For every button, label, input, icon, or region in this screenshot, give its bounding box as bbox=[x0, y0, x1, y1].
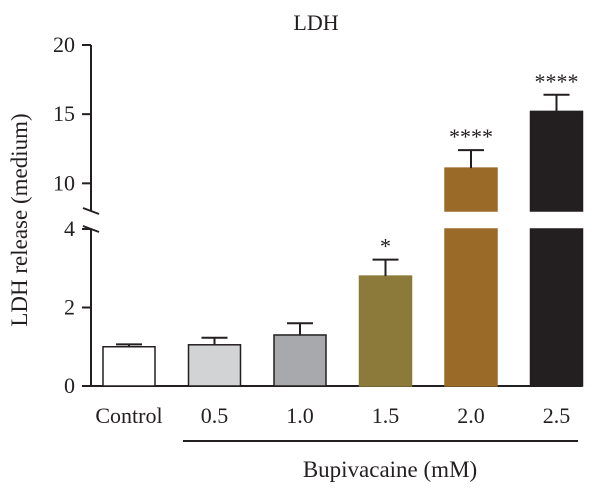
x-tick-label: Control bbox=[95, 403, 162, 428]
y-tick-label: 10 bbox=[53, 170, 75, 195]
significance-marker: * bbox=[380, 234, 391, 259]
y-tick-label: 0 bbox=[64, 373, 75, 398]
bupivacaine-group-label: Bupivacaine (mM) bbox=[303, 457, 477, 482]
bar-upper-segment bbox=[444, 167, 498, 212]
significance-marker: **** bbox=[535, 69, 579, 94]
y-tick-label: 20 bbox=[53, 32, 75, 57]
y-axis bbox=[82, 45, 100, 386]
x-tick-label: 2.5 bbox=[543, 403, 571, 428]
bar-lower-segment bbox=[529, 228, 584, 387]
bar-upper-segment bbox=[529, 110, 584, 212]
x-tick-label: 2.0 bbox=[457, 403, 485, 428]
bar bbox=[187, 344, 242, 387]
x-tick-label: 1.5 bbox=[372, 403, 400, 428]
x-tick-labels: Control 0.5 1.0 1.5 2.0 2.5 bbox=[95, 403, 570, 428]
bar bbox=[358, 275, 413, 387]
y-tick-label: 15 bbox=[53, 101, 75, 126]
bar bbox=[273, 334, 327, 387]
y-tick-label: 4 bbox=[64, 216, 75, 241]
significance-marker: **** bbox=[449, 124, 493, 149]
y-tick-label: 2 bbox=[64, 295, 75, 320]
bar-lower-segment bbox=[444, 228, 498, 387]
y-axis-label: LDH release (medium) bbox=[7, 113, 32, 326]
x-tick-label: 1.0 bbox=[286, 403, 314, 428]
bar bbox=[102, 346, 156, 387]
y-ticks: 0 2 4 10 15 20 bbox=[53, 32, 91, 398]
bars: ********* bbox=[102, 69, 584, 387]
x-tick-label: 0.5 bbox=[201, 403, 229, 428]
y-axis-break-mark-upper bbox=[82, 207, 100, 215]
chart-title: LDH bbox=[293, 10, 338, 35]
